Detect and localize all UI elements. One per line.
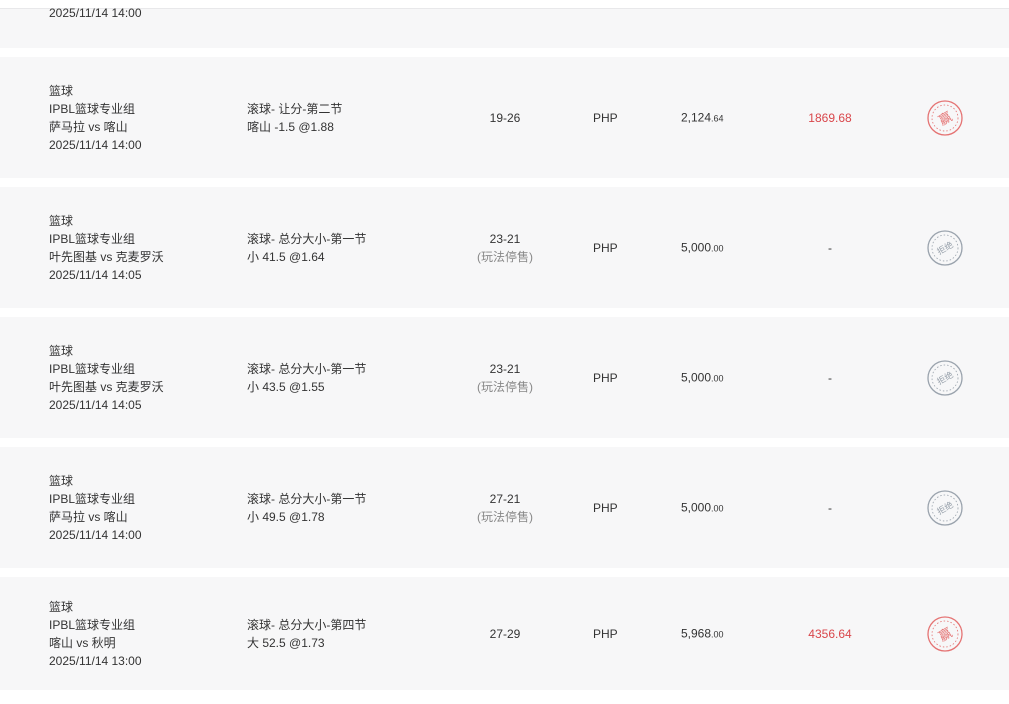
stamp-text: 拒绝 [935,239,956,257]
stamp-text: 拒绝 [935,499,956,517]
league: IPBL篮球专业组 [49,231,136,246]
market: 滚球- 总分大小-第一节 [247,491,367,506]
event-info: 篮球 IPBL篮球专业组 叶先图基 vs 克麦罗沃 2025/11/14 14:… [49,212,164,284]
stake-int: 2,124 [681,110,712,124]
sport: 篮球 [49,473,74,488]
stake-dec: .00 [711,503,724,513]
sport: 篮球 [49,599,74,614]
event-info: 篮球 IPBL篮球专业组 萨马拉 vs 喀山 2025/11/14 14:00 [49,472,142,544]
score: 23-21 (玩法停售) [455,230,555,266]
event-info: 篮球 IPBL篮球专业组 喀山 vs 秋明 2025/11/14 13:00 [49,598,142,670]
stake-amount: 5,000.00 [681,368,724,387]
table-row: 篮球 IPBL篮球专业组 叶先图基 vs 克麦罗沃 2025/11/14 14:… [0,187,1009,308]
stake-amount: 5,968.00 [681,624,724,643]
score: 27-29 [455,625,555,643]
score-value: 23-21 [489,231,521,246]
currency: PHP [593,240,618,255]
stake-dec: .00 [711,243,724,253]
currency: PHP [593,370,618,385]
stake-int: 5,000 [681,500,712,514]
stamp-text: 赢 [936,108,955,128]
selection: 小 43.5 @1.55 [247,379,325,394]
score: 23-21 (玩法停售) [455,360,555,396]
sport: 篮球 [49,213,74,228]
bet-info: 滚球- 总分大小-第一节 小 43.5 @1.55 [247,360,366,396]
stake-int: 5,000 [681,240,712,254]
rejected-stamp-icon: 拒绝 [927,489,963,526]
selection: 小 49.5 @1.78 [247,509,325,524]
currency: PHP [593,110,618,125]
score-note: (玩法停售) [477,509,533,524]
win-stamp-icon: 赢 [927,615,963,652]
stake-amount: 2,124.64 [681,108,724,127]
sport: 篮球 [49,83,74,98]
match: 萨马拉 vs 喀山 [49,509,128,524]
payout: - [828,370,832,385]
league: IPBL篮球专业组 [49,101,136,116]
rejected-stamp-icon: 拒绝 [927,229,963,266]
market: 滚球- 总分大小-第一节 [247,231,367,246]
selection: 喀山 -1.5 @1.88 [247,119,334,134]
payout: - [828,500,832,515]
bet-info: 滚球- 让分-第二节 喀山 -1.5 @1.88 [247,100,342,136]
stake-int: 5,000 [681,370,712,384]
top-divider [0,8,1009,9]
score-note: (玩法停售) [477,249,533,264]
payout: - [828,240,832,255]
bet-info: 滚球- 总分大小-第一节 小 49.5 @1.78 [247,490,366,526]
stake-amount: 5,000.00 [681,238,724,257]
selection: 大 52.5 @1.73 [247,635,325,650]
stamp-text: 赢 [936,624,955,644]
match-datetime: 2025/11/14 14:00 [49,137,142,152]
table-row: 篮球 IPBL篮球专业组 萨马拉 vs 喀山 2025/11/14 14:00 … [0,447,1009,568]
selection: 小 41.5 @1.64 [247,249,325,264]
match: 叶先图基 vs 克麦罗沃 [49,379,164,394]
stake-dec: .00 [711,629,724,639]
match-datetime: 2025/11/14 14:00 [49,6,142,20]
stake-amount: 5,000.00 [681,498,724,517]
table-row: 篮球 IPBL篮球专业组 萨马拉 vs 喀山 2025/11/14 14:00 … [0,57,1009,178]
score: 27-21 (玩法停售) [455,490,555,526]
match: 喀山 vs 秋明 [49,635,116,650]
sport: 篮球 [49,343,74,358]
rejected-stamp-icon: 拒绝 [927,359,963,396]
win-stamp-icon: 赢 [927,99,963,136]
league: IPBL篮球专业组 [49,617,136,632]
stake-dec: .00 [711,373,724,383]
score-value: 27-21 [489,491,521,506]
event-info: 篮球 IPBL篮球专业组 叶先图基 vs 克麦罗沃 2025/11/14 14:… [49,342,164,414]
market: 滚球- 让分-第二节 [247,101,343,116]
table-row: 篮球 IPBL篮球专业组 喀山 vs 秋明 2025/11/14 13:00 滚… [0,577,1009,690]
match-datetime: 2025/11/14 14:05 [49,267,142,282]
score-value: 23-21 [489,361,521,376]
table-row: 2025/11/14 14:00 [0,6,1009,48]
payout: 1869.68 [808,110,852,125]
score-note: (玩法停售) [477,379,533,394]
market: 滚球- 总分大小-第一节 [247,361,367,376]
score: 19-26 [455,109,555,127]
match-datetime: 2025/11/14 13:00 [49,653,142,668]
currency: PHP [593,500,618,515]
event-info: 篮球 IPBL篮球专业组 萨马拉 vs 喀山 2025/11/14 14:00 [49,82,142,154]
match: 叶先图基 vs 克麦罗沃 [49,249,164,264]
currency: PHP [593,626,618,641]
stake-dec: .64 [711,113,724,123]
stamp-text: 拒绝 [935,369,956,387]
table-row: 篮球 IPBL篮球专业组 叶先图基 vs 克麦罗沃 2025/11/14 14:… [0,317,1009,438]
market: 滚球- 总分大小-第四节 [247,617,367,632]
bet-info: 滚球- 总分大小-第四节 大 52.5 @1.73 [247,616,366,652]
match-datetime: 2025/11/14 14:00 [49,527,142,542]
match-datetime: 2025/11/14 14:05 [49,397,142,412]
league: IPBL篮球专业组 [49,491,136,506]
bet-info: 滚球- 总分大小-第一节 小 41.5 @1.64 [247,230,366,266]
payout: 4356.64 [808,626,852,641]
score-value: 27-29 [489,626,521,641]
match: 萨马拉 vs 喀山 [49,119,128,134]
league: IPBL篮球专业组 [49,361,136,376]
score-value: 19-26 [489,110,521,125]
stake-int: 5,968 [681,626,712,640]
